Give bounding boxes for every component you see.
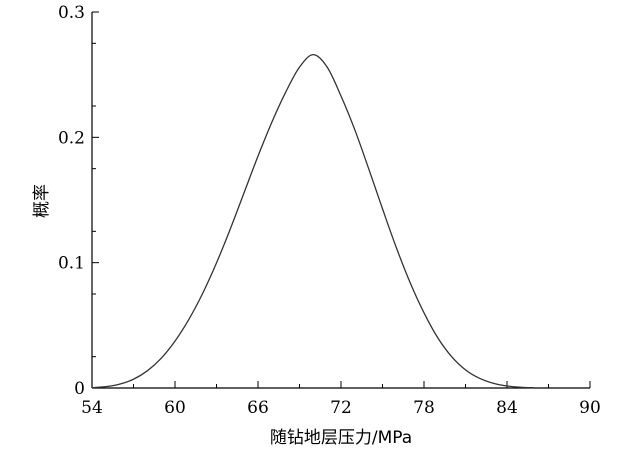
y-axis: 0 0.1 0.2 0.3 [58, 3, 99, 399]
y-tick-label: 0.3 [58, 3, 85, 23]
y-axis-title: 概率 [32, 184, 52, 218]
plot-frame [91, 12, 590, 389]
x-tick-label: 60 [164, 398, 186, 418]
y-tick-label: 0 [74, 379, 85, 399]
x-tick-label: 78 [413, 398, 435, 418]
y-tick-label: 0.2 [58, 128, 85, 148]
x-tick-label: 90 [579, 398, 601, 418]
x-axis: 54 60 66 72 78 84 90 [81, 381, 601, 418]
x-tick-label: 54 [81, 398, 103, 418]
x-tick-label: 66 [247, 398, 269, 418]
x-tick-label: 72 [330, 398, 352, 418]
x-axis-title: 随钻地层压力/MPa [270, 428, 412, 448]
y-tick-label: 0.1 [58, 254, 85, 274]
x-tick-label: 84 [496, 398, 518, 418]
probability-curve [91, 53, 535, 389]
